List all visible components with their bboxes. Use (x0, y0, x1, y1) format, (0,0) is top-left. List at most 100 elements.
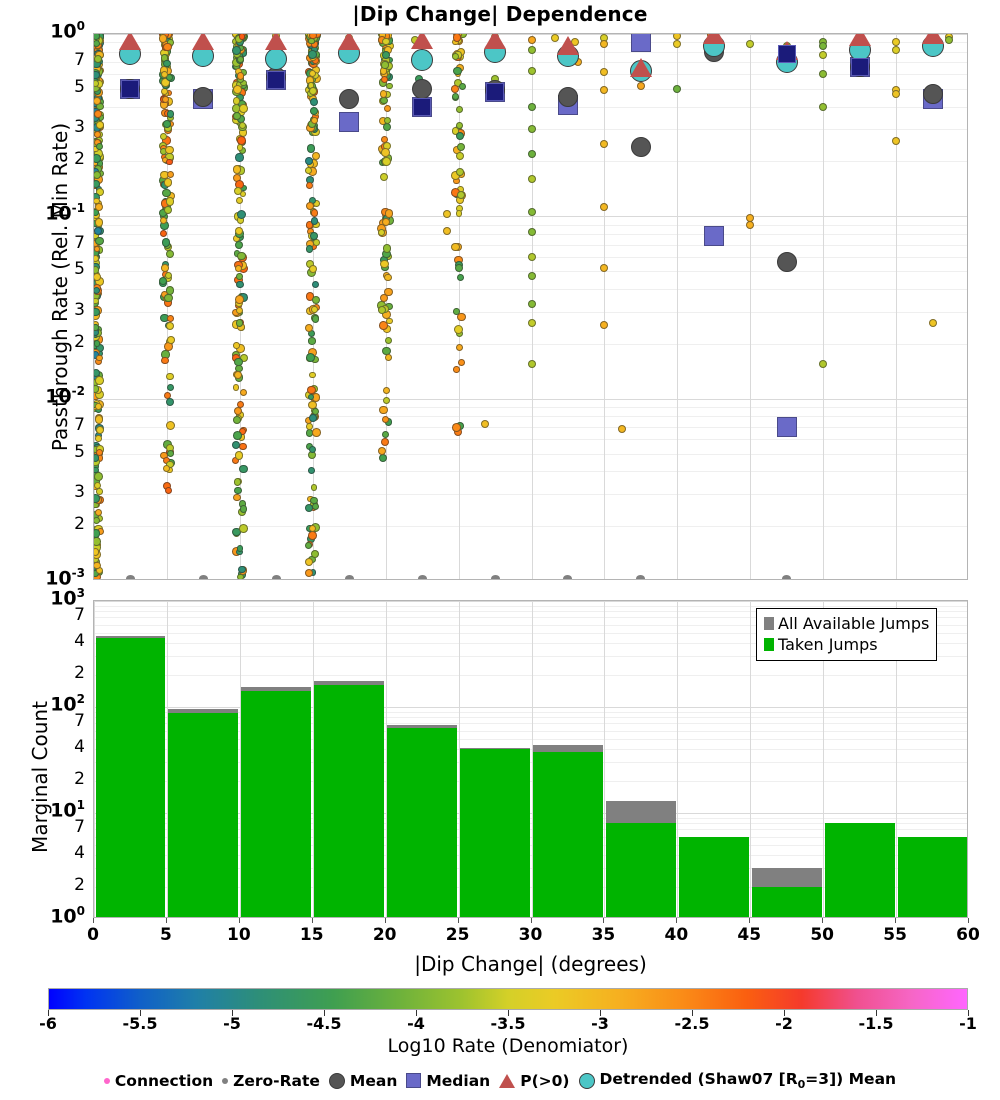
colorbar-tick-mark (968, 1010, 969, 1016)
data-point (380, 437, 390, 446)
data-point (527, 66, 536, 75)
data-point (527, 125, 536, 134)
grid-line-vertical (239, 601, 241, 917)
legend-swatch (764, 638, 774, 651)
data-point (94, 218, 104, 227)
zero-rate-marker (198, 575, 208, 579)
data-point (233, 431, 242, 440)
data-point (232, 416, 241, 425)
data-point (94, 415, 104, 424)
data-point (527, 102, 536, 111)
data-point (453, 325, 463, 335)
data-point (456, 151, 464, 160)
top-panel-y-axis-label: Passthrough Rate (Rel. Min Rate) (48, 122, 72, 452)
grid-line-vertical (750, 601, 752, 917)
data-point (94, 561, 102, 570)
data-point (381, 76, 389, 84)
data-point (819, 102, 828, 111)
data-point (312, 151, 321, 160)
data-point (163, 119, 172, 128)
data-point (377, 447, 386, 456)
y-tick-label-minor: 4 (74, 631, 85, 652)
grid-line-vertical (677, 34, 679, 579)
data-point (94, 153, 102, 163)
grid-line-minor (94, 762, 967, 764)
marker-p-gt0 (848, 34, 871, 47)
data-point (233, 370, 242, 379)
marker-mean (630, 137, 651, 157)
grid-line-minor (94, 224, 967, 226)
data-point (96, 143, 104, 151)
histogram-legend-label: Taken Jumps (778, 635, 878, 654)
bottom-panel-x-axis-label: |Dip Change| (degrees) (414, 952, 647, 976)
data-point (94, 529, 101, 538)
data-point (239, 104, 249, 113)
marker-legend-item-2: Zero-Rate (222, 1072, 320, 1090)
histogram-bar-taken (387, 728, 458, 917)
data-point (378, 305, 387, 315)
data-point (310, 209, 319, 217)
data-point (96, 354, 103, 362)
histogram-bar-taken (824, 823, 895, 917)
data-point (235, 240, 244, 249)
data-point (236, 71, 245, 80)
grid-line-minor (94, 829, 967, 831)
data-point (600, 203, 609, 212)
data-point (94, 324, 99, 331)
grid-line-minor (94, 453, 967, 455)
marker-p-gt0 (119, 34, 142, 51)
grid-line-minor (94, 855, 967, 857)
colorbar-tick-label: -6 (39, 1014, 57, 1033)
data-point (381, 218, 390, 227)
data-point (166, 336, 175, 345)
data-point (94, 297, 99, 305)
y-tick-label-minor: 7 (74, 50, 85, 71)
marker-detrended-mean (265, 47, 288, 70)
grid-line-minor (94, 730, 967, 732)
data-point (94, 54, 102, 63)
grid-line-minor (94, 624, 967, 626)
data-point (309, 265, 318, 274)
y-tick-label-major: 103 (50, 586, 85, 610)
data-point (94, 482, 102, 490)
histogram-legend-item-1: All Available Jumps (764, 613, 929, 634)
grid-line-vertical (896, 34, 898, 579)
histogram-bar-taken (168, 712, 239, 917)
marker-mean (412, 78, 433, 99)
y-tick-label-minor: 5 (74, 259, 85, 280)
x-tick-label: 5 (159, 925, 172, 945)
colorbar-tick-mark (324, 1010, 325, 1016)
y-tick-label-minor: 3 (74, 482, 85, 502)
data-point (309, 69, 317, 77)
data-point (94, 254, 100, 262)
data-point (96, 121, 104, 129)
data-point (236, 272, 244, 280)
detrended-mean-icon (578, 1072, 595, 1089)
data-point (617, 425, 626, 434)
colorbar-tick-mark (232, 1010, 233, 1016)
data-point (455, 131, 465, 141)
marker-p-gt0 (265, 34, 288, 51)
marker-p-gt0 (556, 35, 579, 55)
colorbar-tick-label: -2 (775, 1014, 793, 1033)
data-point (636, 81, 645, 90)
data-point (233, 493, 241, 502)
data-point (95, 448, 103, 457)
colorbar-tick-label: -5.5 (122, 1014, 158, 1033)
grid-line-minor (94, 844, 967, 846)
y-tick-label-minor: 7 (74, 414, 85, 435)
y-tick-label-minor: 2 (74, 663, 85, 684)
zero-rate-marker (782, 575, 792, 579)
data-point (233, 85, 243, 95)
data-point (232, 96, 241, 105)
grid-line-minor (94, 526, 967, 528)
marker-legend: Connection Zero-Rate Mean Median P(>0) Detren… (0, 1070, 1000, 1091)
y-tick-label-minor: 4 (74, 737, 85, 758)
data-point (600, 86, 609, 95)
data-point (160, 70, 169, 79)
data-point (527, 300, 536, 309)
grid-line-minor (94, 407, 967, 408)
grid-line-minor (94, 817, 967, 819)
data-point (311, 314, 320, 323)
